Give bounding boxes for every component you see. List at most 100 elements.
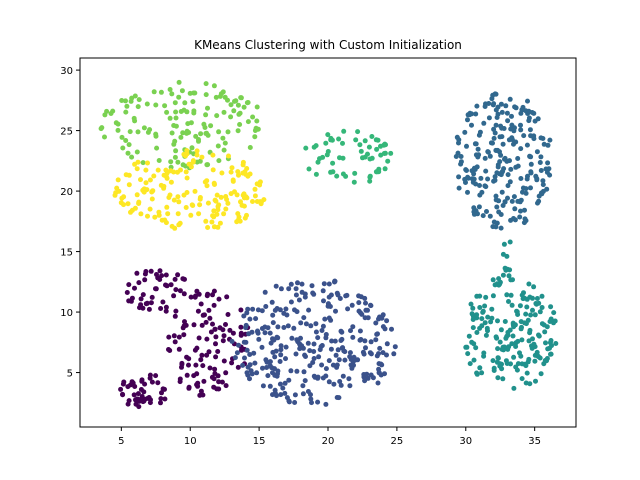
scatter-point (216, 129, 222, 135)
scatter-point (514, 309, 520, 315)
scatter-point (336, 395, 342, 401)
scatter-point (137, 305, 142, 311)
scatter-point (254, 370, 260, 376)
scatter-point (313, 143, 319, 149)
scatter-point (532, 358, 538, 364)
scatter-point (538, 168, 544, 173)
scatter-point (250, 199, 255, 204)
scatter-point (252, 186, 258, 192)
scatter-point (270, 349, 276, 355)
scatter-point (361, 351, 367, 357)
scatter-point (207, 315, 213, 321)
scatter-point (496, 198, 502, 204)
scatter-point (230, 178, 236, 184)
scatter-point (487, 213, 493, 219)
scatter-point (241, 104, 247, 110)
scatter-point (509, 198, 515, 204)
scatter-point (168, 179, 174, 185)
scatter-point (278, 347, 284, 353)
scatter-point (313, 171, 319, 177)
scatter-point (333, 308, 338, 314)
scatter-point (149, 294, 155, 300)
scatter-point (186, 362, 191, 368)
scatter-point (505, 172, 511, 178)
scatter-point (243, 171, 249, 177)
scatter-point (486, 101, 492, 106)
scatter-point (195, 308, 201, 314)
scatter-point (267, 383, 273, 389)
scatter-point (160, 299, 166, 305)
scatter-point (245, 100, 251, 105)
scatter-point (368, 372, 374, 378)
scatter-point (302, 352, 308, 358)
scatter-point (193, 133, 199, 139)
scatter-point (222, 140, 228, 146)
scatter-point (538, 371, 544, 377)
scatter-point (375, 380, 381, 386)
scatter-point (123, 98, 128, 104)
scatter-point (252, 360, 258, 366)
scatter-point (477, 183, 482, 188)
scatter-point (169, 91, 175, 97)
scatter-point (367, 173, 373, 179)
scatter-point (140, 160, 146, 166)
scatter-point (307, 363, 313, 369)
scatter-point (493, 334, 499, 340)
scatter-point (294, 337, 300, 343)
scatter-point (465, 351, 471, 357)
scatter-point (362, 378, 368, 384)
scatter-point (552, 318, 558, 324)
scatter-point (224, 197, 230, 202)
scatter-point (253, 125, 259, 131)
scatter-point (132, 161, 138, 167)
scatter-point (228, 114, 234, 120)
scatter-point (463, 180, 468, 185)
scatter-point (519, 337, 525, 343)
scatter-point (173, 123, 179, 129)
scatter-point (338, 382, 344, 388)
scatter-point (548, 304, 554, 310)
scatter-point (512, 104, 518, 110)
scatter-point (495, 375, 501, 381)
scatter-point (523, 186, 529, 192)
scatter-point (181, 192, 187, 198)
scatter-point (213, 341, 218, 347)
scatter-point (369, 134, 375, 139)
scatter-point (163, 304, 169, 310)
scatter-point (311, 341, 317, 347)
scatter-point (518, 127, 524, 133)
scatter-point (128, 98, 134, 104)
scatter-point (252, 134, 258, 140)
scatter-point (323, 332, 329, 337)
scatter-point (250, 114, 256, 120)
scatter-point (456, 174, 462, 180)
scatter-point (305, 340, 311, 346)
scatter-point (315, 374, 321, 380)
scatter-point (494, 220, 500, 226)
scatter-point (521, 133, 527, 139)
scatter-point (380, 350, 386, 356)
scatter-point (125, 150, 131, 156)
scatter-point (261, 197, 267, 203)
scatter-point (544, 324, 550, 330)
scatter-point (144, 187, 150, 193)
scatter-point (379, 315, 385, 321)
scatter-point (153, 131, 159, 137)
scatter-point (389, 326, 394, 332)
scatter-point (238, 307, 244, 313)
scatter-point (163, 167, 169, 173)
scatter-point (494, 170, 500, 176)
scatter-point (522, 320, 528, 326)
scatter-point (270, 320, 276, 326)
scatter-point (194, 148, 200, 154)
scatter-point (503, 335, 509, 341)
scatter-point (350, 334, 356, 340)
scatter-point (173, 115, 179, 121)
scatter-point (242, 215, 248, 221)
scatter-point (520, 189, 525, 195)
scatter-point (250, 306, 256, 312)
scatter-point (102, 134, 107, 140)
scatter-point (373, 320, 379, 326)
scatter-point (328, 346, 334, 352)
scatter-point (210, 167, 216, 173)
